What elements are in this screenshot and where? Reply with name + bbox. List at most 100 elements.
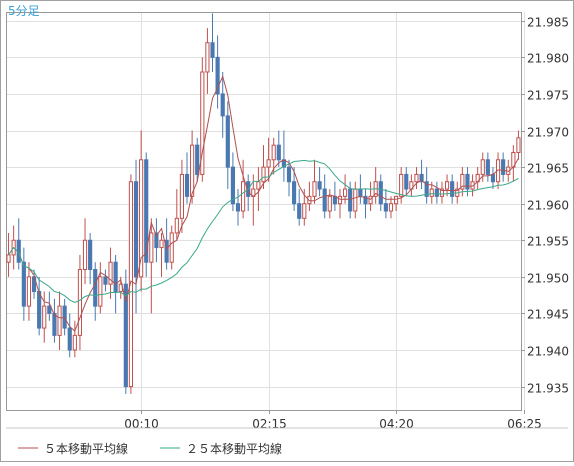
legend: ５本移動平均線 ２５本移動平均線	[18, 441, 282, 456]
candle	[235, 189, 241, 226]
interval-label: 5分足	[8, 4, 40, 18]
candle-body-up	[139, 159, 144, 278]
y-tick-label: 21.980	[527, 52, 569, 66]
y-tick-label: 21.940	[527, 345, 569, 359]
candle	[154, 218, 159, 263]
candle	[72, 320, 77, 358]
candle-body-down	[358, 188, 363, 197]
candle-body-down	[195, 144, 200, 175]
candle	[297, 189, 302, 226]
x-tick-label: 00:10	[124, 417, 159, 431]
candle	[368, 181, 373, 211]
candle-body-down	[322, 188, 327, 212]
y-tick-label: 21.985	[527, 16, 569, 30]
candle-body-up	[179, 173, 184, 219]
candle-body-down	[276, 144, 281, 161]
candle-body-up	[169, 232, 174, 263]
candle	[424, 167, 429, 204]
candle	[230, 152, 235, 211]
candle	[88, 232, 93, 285]
candle-body-down	[286, 166, 292, 183]
candle-body-up	[42, 305, 47, 329]
candle	[419, 159, 424, 190]
candle-body-up	[444, 181, 450, 190]
candle-body-down	[144, 159, 149, 263]
y-tick-label: 21.965	[527, 162, 569, 176]
candle-body-down	[52, 312, 57, 336]
candle	[480, 152, 485, 182]
candle-body-up	[393, 195, 399, 205]
candle	[42, 291, 47, 343]
candle-body-down	[67, 327, 72, 351]
candle-body-down	[292, 181, 297, 205]
candle-body-up	[26, 276, 32, 307]
candle	[159, 232, 164, 277]
candle-body-down	[404, 173, 409, 190]
candle	[57, 291, 62, 351]
candle	[21, 247, 26, 321]
x-tick-label: 02:15	[252, 417, 287, 431]
candle-body-down	[93, 269, 98, 307]
candle	[103, 269, 108, 292]
y-tick-label: 21.960	[527, 199, 569, 213]
candle	[215, 35, 220, 109]
candle	[205, 28, 210, 94]
candle-body-down	[230, 166, 235, 205]
candle	[501, 152, 506, 182]
candle	[52, 298, 57, 343]
candle-body-up	[460, 173, 465, 190]
candle	[225, 101, 230, 190]
candle-body-up	[6, 254, 11, 263]
candle	[133, 159, 139, 314]
candle-body-down	[21, 261, 26, 307]
candle-body-down	[123, 283, 128, 388]
candle	[276, 130, 281, 168]
candle	[429, 181, 434, 204]
candle-body-down	[210, 42, 215, 58]
candle-body-up	[271, 144, 276, 161]
candle-body-down	[133, 181, 139, 278]
candle-body-up	[98, 276, 103, 307]
candle-body-down	[297, 203, 302, 219]
candle-body-up	[429, 188, 434, 197]
candle	[516, 130, 521, 160]
candle-body-down	[235, 203, 241, 212]
moving-average-layer	[8, 74, 519, 332]
candle-body-down	[485, 159, 490, 175]
candle	[388, 196, 394, 219]
candle	[220, 71, 225, 138]
candle	[190, 130, 195, 204]
candle-body-up	[439, 188, 445, 197]
candle	[261, 145, 266, 190]
candle	[26, 262, 32, 321]
candle-body-down	[424, 181, 429, 197]
candle-body-up	[414, 173, 419, 183]
candle	[98, 262, 103, 314]
candle	[169, 225, 174, 270]
candle-body-down	[490, 173, 496, 183]
candle	[327, 189, 332, 219]
ma5-line	[8, 74, 519, 332]
y-tick-label: 21.935	[527, 382, 569, 396]
candle-body-down	[363, 195, 368, 205]
y-tick-label: 21.970	[527, 126, 569, 140]
candle-body-down	[378, 181, 383, 205]
candle-body-down	[47, 305, 52, 314]
candle	[62, 298, 67, 336]
candle-body-up	[399, 173, 404, 197]
candle	[439, 181, 445, 204]
candle-body-up	[108, 261, 113, 285]
candle	[128, 174, 134, 394]
legend-ma25-label: ２５本移動平均線	[186, 441, 282, 456]
candle	[149, 218, 154, 314]
candle	[108, 247, 113, 299]
candle	[174, 189, 179, 241]
candle-body-down	[434, 188, 439, 197]
candle	[241, 159, 246, 219]
candle-body-up	[353, 188, 358, 212]
candle-body-up	[57, 305, 62, 336]
candle	[266, 137, 271, 182]
